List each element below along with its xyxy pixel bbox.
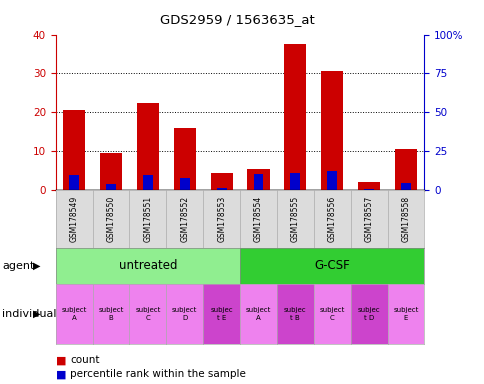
Bar — [284, 44, 306, 190]
Bar — [247, 169, 269, 190]
Bar — [363, 189, 373, 190]
Text: GSM178557: GSM178557 — [364, 196, 373, 242]
Text: subjec
t E: subjec t E — [210, 307, 232, 321]
Text: GSM178558: GSM178558 — [401, 196, 409, 242]
Text: percentile rank within the sample: percentile rank within the sample — [70, 369, 246, 379]
Text: subjec
t B: subjec t B — [284, 307, 306, 321]
Bar — [100, 153, 122, 190]
Bar — [320, 71, 343, 190]
Bar — [357, 182, 379, 190]
Text: subject
E: subject E — [393, 307, 418, 321]
Text: untreated: untreated — [119, 260, 177, 272]
Bar — [143, 174, 152, 190]
Text: GDS2959 / 1563635_at: GDS2959 / 1563635_at — [160, 13, 315, 26]
Text: ▶: ▶ — [33, 309, 40, 319]
Bar — [136, 103, 159, 190]
Text: subject
A: subject A — [245, 307, 271, 321]
Bar — [63, 110, 85, 190]
Text: GSM178550: GSM178550 — [106, 196, 115, 242]
Bar — [106, 184, 116, 190]
Text: GSM178554: GSM178554 — [254, 196, 262, 242]
Bar — [400, 183, 410, 190]
Text: GSM178555: GSM178555 — [290, 196, 299, 242]
Bar — [210, 172, 232, 190]
Text: ▶: ▶ — [33, 261, 40, 271]
Text: GSM178549: GSM178549 — [70, 196, 78, 242]
Text: ■: ■ — [56, 355, 66, 365]
Bar — [216, 188, 226, 190]
Text: agent: agent — [2, 261, 35, 271]
Text: individual: individual — [2, 309, 57, 319]
Text: subject
A: subject A — [61, 307, 87, 321]
Text: subject
C: subject C — [319, 307, 344, 321]
Text: G-CSF: G-CSF — [314, 260, 349, 272]
Text: GSM178553: GSM178553 — [217, 196, 226, 242]
Bar — [69, 174, 79, 190]
Bar — [394, 149, 416, 190]
Text: ■: ■ — [56, 369, 66, 379]
Text: GSM178556: GSM178556 — [327, 196, 336, 242]
Bar — [290, 173, 300, 190]
Text: count: count — [70, 355, 100, 365]
Text: subject
D: subject D — [172, 307, 197, 321]
Bar — [327, 171, 336, 190]
Bar — [180, 178, 189, 190]
Text: subject
B: subject B — [98, 307, 123, 321]
Bar — [173, 128, 196, 190]
Text: GSM178552: GSM178552 — [180, 196, 189, 242]
Text: subjec
t D: subjec t D — [357, 307, 379, 321]
Text: GSM178551: GSM178551 — [143, 196, 152, 242]
Text: subject
C: subject C — [135, 307, 160, 321]
Bar — [253, 174, 263, 190]
